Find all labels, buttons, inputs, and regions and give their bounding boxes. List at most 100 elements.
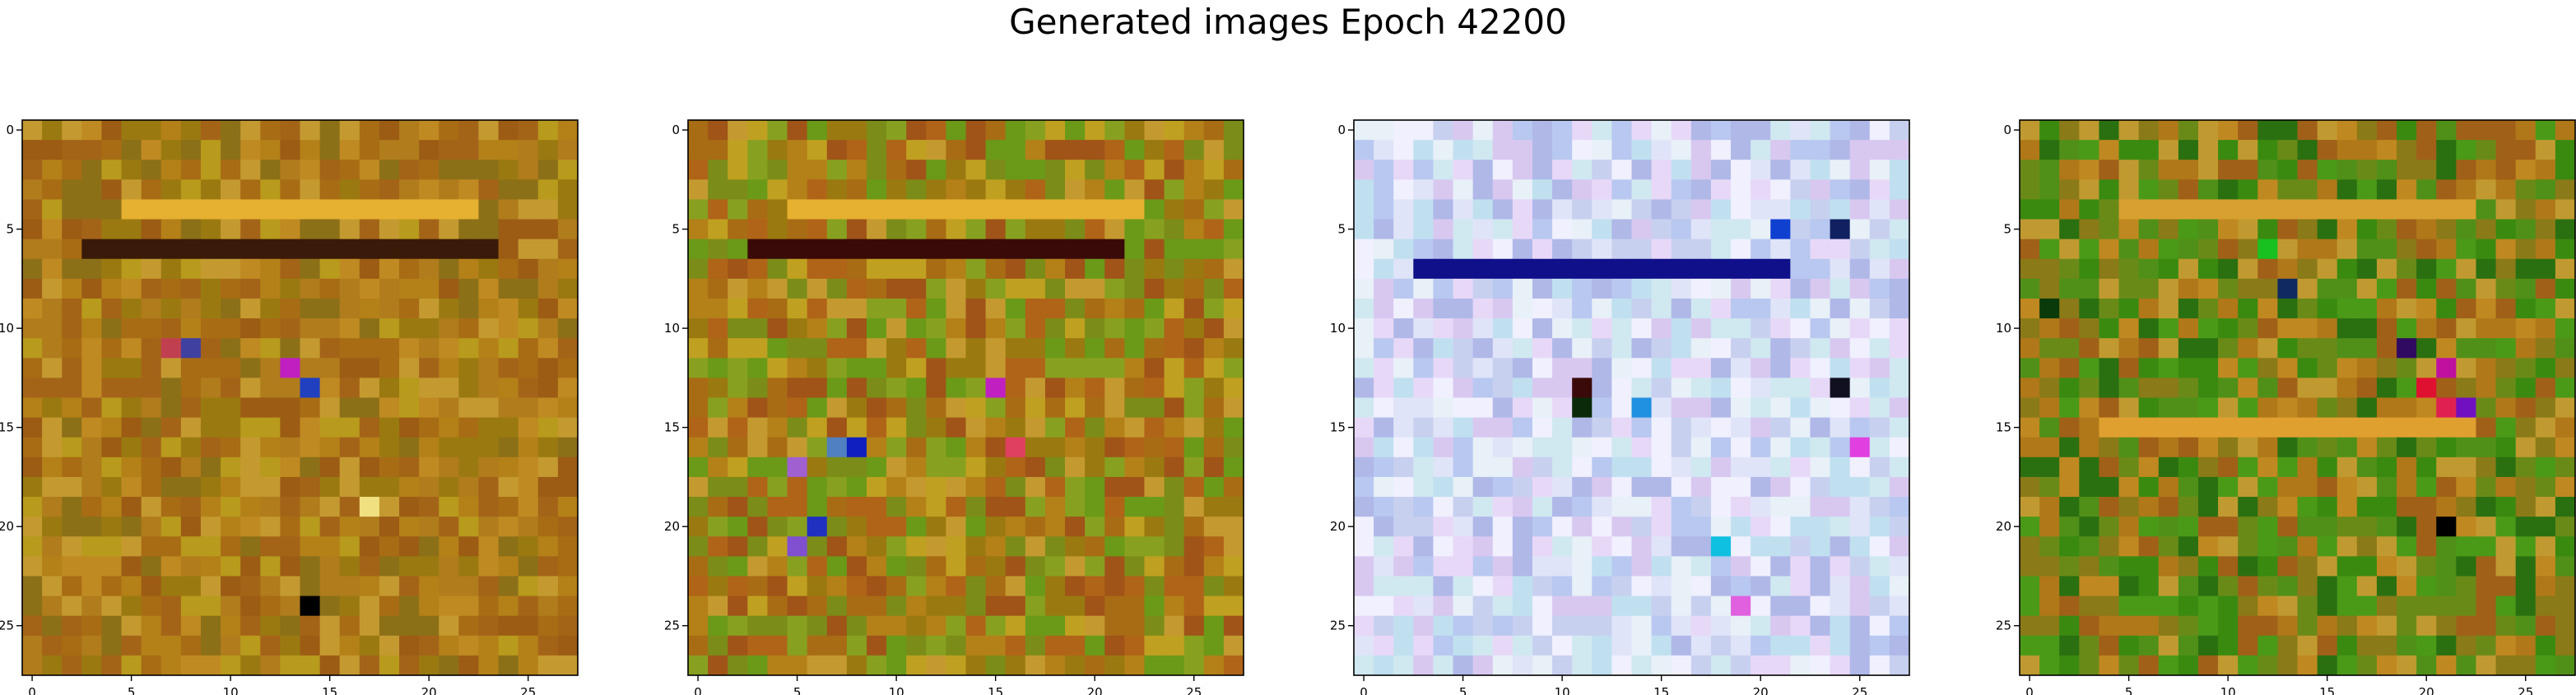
pixel-cell — [537, 358, 559, 378]
pixel-cell — [2020, 358, 2040, 378]
pixel-cell — [399, 556, 420, 577]
pixel-cell — [826, 358, 848, 378]
pixel-cell — [2138, 635, 2160, 656]
pixel-cell — [1124, 476, 1145, 498]
pixel-cell — [1849, 358, 1871, 378]
pixel-cell — [926, 199, 946, 220]
pixel-cell — [1849, 397, 1871, 419]
pixel-cell — [2118, 476, 2140, 498]
pixel-cell — [1164, 497, 1185, 517]
pixel-cell — [101, 318, 122, 339]
pixel-cell — [1512, 140, 1533, 160]
pixel-cell — [1223, 595, 1244, 617]
pixel-cell — [2218, 258, 2239, 280]
pixel-cell — [2436, 318, 2457, 339]
pixel-cell — [747, 456, 768, 478]
pixel-cell — [2039, 179, 2060, 200]
pixel-cell — [260, 160, 281, 180]
pixel-cell — [339, 318, 360, 339]
pixel-cell — [399, 397, 420, 419]
pixel-cell — [419, 576, 439, 596]
pixel-cell — [180, 517, 202, 537]
pixel-cell — [2138, 615, 2160, 637]
pixel-cell — [787, 219, 808, 240]
pixel-cell — [1849, 536, 1871, 557]
pixel-cell — [1731, 655, 1751, 676]
pixel-cell — [2397, 456, 2417, 478]
pixel-cell — [1611, 258, 1632, 280]
pixel-cell — [180, 615, 202, 637]
pixel-cell — [1164, 417, 1185, 438]
pixel-cell — [1104, 199, 1125, 220]
pixel-cell — [2416, 476, 2437, 498]
pixel-cell — [688, 417, 709, 438]
pixel-cell — [2376, 258, 2397, 280]
pixel-cell — [1044, 476, 1066, 498]
pixel-cell — [2356, 576, 2378, 596]
pixel-cell — [1104, 417, 1125, 438]
pixel-cell — [985, 576, 1007, 596]
pixel-cell — [1671, 635, 1692, 656]
pixel-cell — [906, 160, 927, 180]
pixel-cell — [379, 437, 400, 458]
pixel-cell — [1710, 536, 1732, 557]
pixel-cell — [2079, 595, 2099, 617]
pixel-cell — [886, 298, 907, 319]
pixel-cell — [985, 456, 1007, 478]
pixel-cell — [240, 497, 261, 517]
pixel-cell — [1085, 635, 1105, 656]
pixel-cell — [2277, 378, 2298, 398]
pixel-cell — [2238, 536, 2258, 557]
pixel-cell — [2397, 417, 2417, 438]
pixel-cell — [2397, 397, 2417, 419]
pixel-cell — [557, 417, 579, 438]
pixel-cell — [1889, 120, 1910, 141]
pixel-cell — [1889, 437, 1910, 458]
x-tick-label: 0 — [28, 685, 36, 695]
pixel-cell — [1164, 615, 1185, 637]
pixel-cell — [1731, 437, 1751, 458]
pixel-cell — [1552, 258, 1573, 280]
pixel-cell — [2277, 199, 2298, 220]
pixel-cell — [2495, 417, 2517, 438]
pixel-cell — [1005, 160, 1026, 180]
pixel-cell — [728, 378, 748, 398]
pixel-cell — [1085, 120, 1105, 141]
pixel-cell — [1065, 615, 1086, 637]
pixel-cell — [688, 239, 709, 260]
pixel-cell — [1453, 655, 1474, 676]
pixel-cell — [1453, 120, 1474, 141]
pixel-cell — [458, 219, 479, 240]
pixel-cell — [985, 437, 1007, 458]
pixel-cell — [200, 635, 221, 656]
pixel-cell — [2039, 476, 2060, 498]
pixel-cell — [1731, 576, 1751, 596]
pixel-cell — [1512, 536, 1533, 557]
pixel-cell — [1532, 258, 1553, 280]
pixel-cell — [359, 160, 380, 180]
pixel-cell — [1869, 239, 1890, 260]
pixel-cell — [2356, 160, 2378, 180]
pixel-cell — [2138, 655, 2160, 676]
pixel-cell — [2337, 517, 2358, 537]
pixel-cell — [2099, 456, 2119, 478]
pixel-cell — [708, 476, 728, 498]
pixel-cell — [2099, 635, 2119, 656]
pixel-cell — [2238, 219, 2258, 240]
pixel-cell — [1592, 160, 1612, 180]
pixel-cell — [1104, 556, 1125, 577]
pixel-cell — [1869, 298, 1890, 319]
pixel-cell — [62, 140, 82, 160]
pixel-cell — [498, 437, 519, 458]
pixel-cell — [81, 437, 102, 458]
pixel-cell — [1413, 258, 1434, 280]
pixel-cell — [1393, 120, 1414, 141]
pixel-cell — [1651, 397, 1672, 419]
pixel-cell — [2317, 199, 2338, 220]
pixel-cell — [2436, 358, 2457, 378]
pixel-cell — [439, 615, 459, 637]
pixel-cell — [985, 378, 1007, 398]
pixel-cell — [2297, 199, 2318, 220]
pixel-cell — [2416, 160, 2437, 180]
